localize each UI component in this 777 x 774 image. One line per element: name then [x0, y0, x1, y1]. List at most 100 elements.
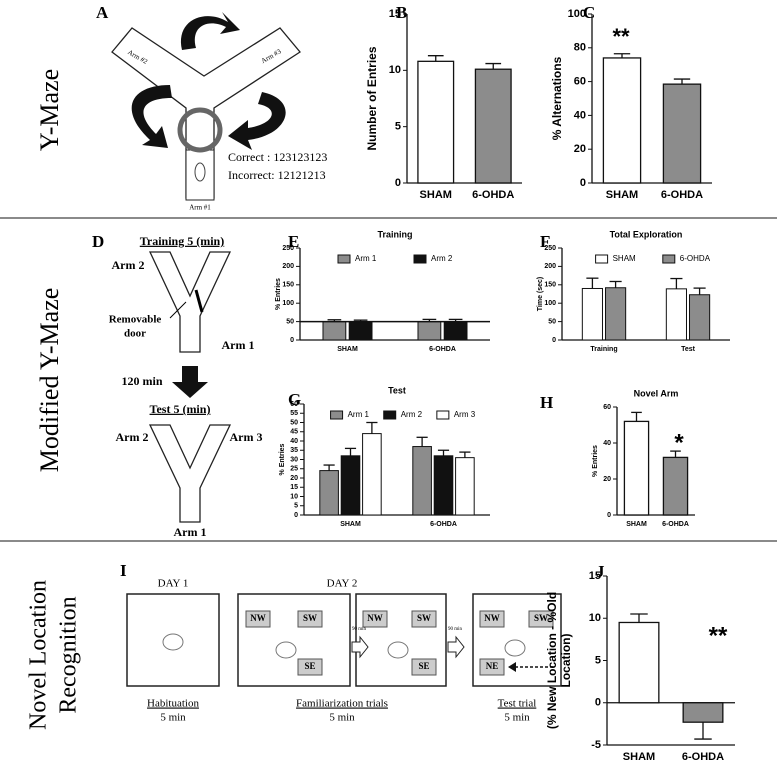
y-tick-label: 100 [544, 300, 556, 307]
object [245, 610, 271, 628]
bar [340, 455, 361, 516]
bar [662, 83, 702, 184]
legend-swatch [436, 410, 450, 420]
object-label: SE [304, 661, 315, 671]
mouse-icon [504, 639, 526, 657]
bar [348, 321, 373, 341]
mouse-icon [275, 641, 297, 659]
y-tick-label: 200 [282, 263, 294, 270]
x-tick-label: SHAM [420, 189, 452, 201]
arm-label: Arm 3 [230, 430, 263, 444]
y-tick-label: 0 [552, 337, 556, 344]
x-tick-label: SHAM [340, 521, 361, 528]
y-tick-label: 50 [548, 318, 556, 325]
object-label: NE [486, 661, 499, 671]
y-axis-label: % Entries [275, 278, 282, 310]
object-label: SW [534, 613, 548, 623]
y-tick-label: 0 [395, 177, 401, 189]
door-pointer [169, 301, 187, 319]
panel-label: I [120, 561, 127, 580]
legend-swatch [383, 410, 397, 420]
duration-label: 5 min [329, 712, 355, 724]
annotation: * [674, 429, 684, 456]
arm-label: Arm 1 [222, 338, 255, 352]
object-label: SE [418, 661, 429, 671]
object-label: SW [417, 613, 431, 623]
chart-title: Novel Arm [634, 388, 679, 398]
annotation: ** [709, 622, 728, 649]
x-tick-label: SHAM [606, 189, 638, 201]
y-tick-label: 100 [568, 8, 586, 20]
diagram-d: D Training 5 (min) Arm 2 Removable door … [92, 232, 263, 539]
x-tick-label: SHAM [626, 521, 647, 528]
chart-title: Total Exploration [610, 229, 683, 239]
chart-title: Training [377, 229, 412, 239]
mouse-icon [162, 633, 184, 651]
y-tick-label: 20 [290, 475, 298, 482]
panel-label: B [396, 3, 407, 22]
diagram-a: A Arm #1 Arm #2 Arm #3 Correct : 1231231… [96, 3, 327, 212]
arrow [508, 662, 516, 672]
y-tick-label: 0 [294, 512, 298, 519]
arm-label: Arm 2 [112, 258, 145, 272]
arm-label: Arm 2 [116, 430, 149, 444]
bar [662, 456, 689, 516]
y-tick-label: 15 [389, 8, 401, 20]
y-tick-label: 60 [290, 401, 298, 408]
arrow [180, 12, 240, 50]
arrow [228, 92, 286, 150]
legend-label: Arm 1 [348, 410, 370, 419]
bar [362, 433, 382, 516]
object [362, 610, 388, 628]
y-axis-label: Time (sec) [537, 277, 544, 312]
section-label: Recognition [56, 596, 82, 713]
bar [474, 68, 512, 184]
trial-label: Habituation [147, 698, 199, 710]
bar [433, 455, 454, 516]
x-tick-label: SHAM [337, 346, 358, 353]
panel-label: G [288, 390, 301, 409]
x-tick-label: Training [590, 346, 617, 353]
x-tick-label: 6-OHDA [472, 189, 514, 201]
y-tick-label: 250 [544, 245, 556, 252]
legend-swatch [337, 254, 351, 264]
mouse-icon [194, 162, 206, 182]
y-tick-label: 10 [389, 64, 401, 76]
y-tick-label: 0 [607, 512, 611, 519]
chart-title: Test [388, 385, 406, 395]
bar [682, 702, 724, 723]
y-tick-label: 60 [574, 76, 586, 88]
y-axis-label: % Entries [279, 443, 286, 475]
y-axis-label: Location) [559, 634, 573, 688]
arrow [131, 85, 172, 148]
bar [412, 446, 432, 516]
y-tick-label: 80 [574, 42, 586, 54]
legend-label: Arm 2 [401, 410, 423, 419]
day-label: DAY 1 [158, 578, 189, 590]
y-tick-label: -5 [591, 739, 601, 751]
arrow [447, 635, 465, 659]
legend-swatch [330, 410, 344, 420]
y-tick-label: 50 [290, 419, 298, 426]
y-tick-label: 250 [282, 245, 294, 252]
panel-label: F [540, 232, 550, 251]
y-tick-label: 100 [282, 300, 294, 307]
phase-label: Test 5 (min) [150, 402, 211, 416]
rotation-icon [177, 107, 223, 153]
x-tick-label: 6-OHDA [682, 751, 724, 763]
panel-label: D [92, 232, 104, 251]
object [528, 610, 554, 628]
arm-label: Arm #1 [189, 204, 211, 212]
y-tick-label: 35 [290, 447, 298, 454]
x-tick-label: Test [681, 346, 696, 353]
y-axis-label: (% New Location - %Old [545, 592, 559, 729]
bar [443, 321, 468, 341]
diagram-i: I DAY 1 DAY 2 NW SW SE NW SW SE NW SW [120, 561, 562, 724]
bar [581, 287, 603, 341]
day-label: DAY 2 [327, 578, 358, 590]
y-tick-label: 5 [395, 121, 401, 133]
legend-label: Arm 1 [355, 254, 377, 263]
bar [417, 321, 442, 341]
mouse-icon [387, 641, 409, 659]
start-box [185, 149, 215, 201]
